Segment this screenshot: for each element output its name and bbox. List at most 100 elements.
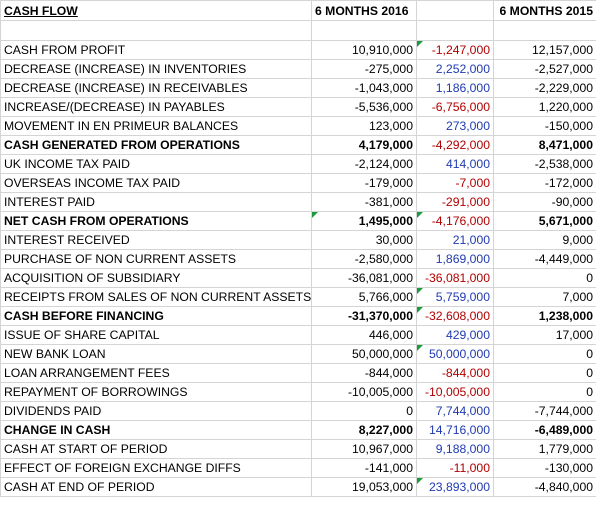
row-label[interactable]: REPAYMENT OF BORROWINGS bbox=[0, 382, 312, 402]
value-2016[interactable]: -381,000 bbox=[311, 192, 417, 212]
value-2016[interactable]: -1,043,000 bbox=[311, 78, 417, 98]
value-2016[interactable]: -31,370,000 bbox=[311, 306, 417, 326]
value-2015[interactable]: 7,000 bbox=[493, 287, 596, 307]
empty-cell[interactable] bbox=[493, 20, 596, 41]
value-2016[interactable]: 446,000 bbox=[311, 325, 417, 345]
value-2016[interactable]: 8,227,000 bbox=[311, 420, 417, 440]
value-difference[interactable]: 21,000 bbox=[416, 230, 494, 250]
row-label[interactable]: PURCHASE OF NON CURRENT ASSETS bbox=[0, 249, 312, 269]
value-2016[interactable]: -5,536,000 bbox=[311, 97, 417, 117]
row-label[interactable]: INCREASE/(DECREASE) IN PAYABLES bbox=[0, 97, 312, 117]
row-label[interactable]: INTEREST PAID bbox=[0, 192, 312, 212]
value-2015[interactable]: -4,840,000 bbox=[493, 477, 596, 497]
row-label[interactable]: CASH AT START OF PERIOD bbox=[0, 439, 312, 459]
value-2015[interactable]: 5,671,000 bbox=[493, 211, 596, 231]
value-2016[interactable]: -844,000 bbox=[311, 363, 417, 383]
row-label[interactable]: ACQUISITION OF SUBSIDIARY bbox=[0, 268, 312, 288]
value-2016[interactable]: 19,053,000 bbox=[311, 477, 417, 497]
row-label[interactable]: DECREASE (INCREASE) IN RECEIVABLES bbox=[0, 78, 312, 98]
value-2016[interactable]: 5,766,000 bbox=[311, 287, 417, 307]
value-difference[interactable]: -36,081,000 bbox=[416, 268, 494, 288]
value-difference[interactable]: -32,608,000 bbox=[416, 306, 494, 326]
value-2015[interactable]: -4,449,000 bbox=[493, 249, 596, 269]
row-label[interactable]: MOVEMENT IN EN PRIMEUR BALANCES bbox=[0, 116, 312, 136]
value-2016[interactable]: -2,124,000 bbox=[311, 154, 417, 174]
row-label[interactable]: CHANGE IN CASH bbox=[0, 420, 312, 440]
empty-cell[interactable] bbox=[0, 20, 312, 41]
value-2016[interactable]: 4,179,000 bbox=[311, 135, 417, 155]
value-difference[interactable]: -10,005,000 bbox=[416, 382, 494, 402]
value-2015[interactable]: 1,238,000 bbox=[493, 306, 596, 326]
row-label[interactable]: INTEREST RECEIVED bbox=[0, 230, 312, 250]
value-2016[interactable]: 50,000,000 bbox=[311, 344, 417, 364]
value-difference[interactable]: -11,000 bbox=[416, 458, 494, 478]
value-2015[interactable]: -172,000 bbox=[493, 173, 596, 193]
value-difference[interactable]: -844,000 bbox=[416, 363, 494, 383]
row-label[interactable]: DECREASE (INCREASE) IN INVENTORIES bbox=[0, 59, 312, 79]
value-difference[interactable]: 1,869,000 bbox=[416, 249, 494, 269]
value-2016[interactable]: 1,495,000 bbox=[311, 211, 417, 231]
value-2016[interactable]: 123,000 bbox=[311, 116, 417, 136]
column-header-2015[interactable]: 6 MONTHS 2015 bbox=[493, 0, 596, 21]
empty-cell[interactable] bbox=[416, 0, 494, 21]
value-difference[interactable]: 414,000 bbox=[416, 154, 494, 174]
value-2015[interactable]: 1,220,000 bbox=[493, 97, 596, 117]
row-label[interactable]: EFFECT OF FOREIGN EXCHANGE DIFFS bbox=[0, 458, 312, 478]
value-difference[interactable]: 273,000 bbox=[416, 116, 494, 136]
value-2016[interactable]: 10,967,000 bbox=[311, 439, 417, 459]
value-2015[interactable]: 0 bbox=[493, 382, 596, 402]
value-2016[interactable]: -179,000 bbox=[311, 173, 417, 193]
value-2015[interactable]: -6,489,000 bbox=[493, 420, 596, 440]
value-difference[interactable]: -4,292,000 bbox=[416, 135, 494, 155]
value-2016[interactable]: 30,000 bbox=[311, 230, 417, 250]
sheet-title[interactable]: CASH FLOW bbox=[0, 0, 312, 21]
value-difference[interactable]: 50,000,000 bbox=[416, 344, 494, 364]
value-2015[interactable]: 8,471,000 bbox=[493, 135, 596, 155]
value-difference[interactable]: 9,188,000 bbox=[416, 439, 494, 459]
value-2015[interactable]: 9,000 bbox=[493, 230, 596, 250]
value-2015[interactable]: -2,229,000 bbox=[493, 78, 596, 98]
value-2015[interactable]: 0 bbox=[493, 344, 596, 364]
value-2015[interactable]: -2,538,000 bbox=[493, 154, 596, 174]
value-2015[interactable]: -7,744,000 bbox=[493, 401, 596, 421]
value-difference[interactable]: -4,176,000 bbox=[416, 211, 494, 231]
value-2016[interactable]: -10,005,000 bbox=[311, 382, 417, 402]
value-difference[interactable]: 7,744,000 bbox=[416, 401, 494, 421]
column-header-2016[interactable]: 6 MONTHS 2016 bbox=[311, 0, 417, 21]
value-difference[interactable]: 23,893,000 bbox=[416, 477, 494, 497]
value-2016[interactable]: -2,580,000 bbox=[311, 249, 417, 269]
value-difference[interactable]: -291,000 bbox=[416, 192, 494, 212]
empty-cell[interactable] bbox=[416, 20, 494, 41]
row-label[interactable]: LOAN ARRANGEMENT FEES bbox=[0, 363, 312, 383]
value-difference[interactable]: 14,716,000 bbox=[416, 420, 494, 440]
row-label[interactable]: CASH AT END OF PERIOD bbox=[0, 477, 312, 497]
row-label[interactable]: CASH BEFORE FINANCING bbox=[0, 306, 312, 326]
value-difference[interactable]: -1,247,000 bbox=[416, 40, 494, 60]
row-label[interactable]: NEW BANK LOAN bbox=[0, 344, 312, 364]
value-2015[interactable]: 0 bbox=[493, 363, 596, 383]
row-label[interactable]: ISSUE OF SHARE CAPITAL bbox=[0, 325, 312, 345]
value-2016[interactable]: -141,000 bbox=[311, 458, 417, 478]
row-label[interactable]: CASH GENERATED FROM OPERATIONS bbox=[0, 135, 312, 155]
value-2015[interactable]: -2,527,000 bbox=[493, 59, 596, 79]
value-2015[interactable]: -90,000 bbox=[493, 192, 596, 212]
value-2016[interactable]: 10,910,000 bbox=[311, 40, 417, 60]
value-2015[interactable]: 12,157,000 bbox=[493, 40, 596, 60]
value-2015[interactable]: -130,000 bbox=[493, 458, 596, 478]
empty-cell[interactable] bbox=[311, 20, 417, 41]
row-label[interactable]: CASH FROM PROFIT bbox=[0, 40, 312, 60]
value-2016[interactable]: -36,081,000 bbox=[311, 268, 417, 288]
value-2015[interactable]: 1,779,000 bbox=[493, 439, 596, 459]
row-label[interactable]: UK INCOME TAX PAID bbox=[0, 154, 312, 174]
value-2015[interactable]: 0 bbox=[493, 268, 596, 288]
value-difference[interactable]: 429,000 bbox=[416, 325, 494, 345]
value-2015[interactable]: 17,000 bbox=[493, 325, 596, 345]
row-label[interactable]: NET CASH FROM OPERATIONS bbox=[0, 211, 312, 231]
value-difference[interactable]: -6,756,000 bbox=[416, 97, 494, 117]
value-difference[interactable]: 2,252,000 bbox=[416, 59, 494, 79]
row-label[interactable]: RECEIPTS FROM SALES OF NON CURRENT ASSET… bbox=[0, 287, 312, 307]
row-label[interactable]: OVERSEAS INCOME TAX PAID bbox=[0, 173, 312, 193]
row-label[interactable]: DIVIDENDS PAID bbox=[0, 401, 312, 421]
value-difference[interactable]: 5,759,000 bbox=[416, 287, 494, 307]
value-2015[interactable]: -150,000 bbox=[493, 116, 596, 136]
